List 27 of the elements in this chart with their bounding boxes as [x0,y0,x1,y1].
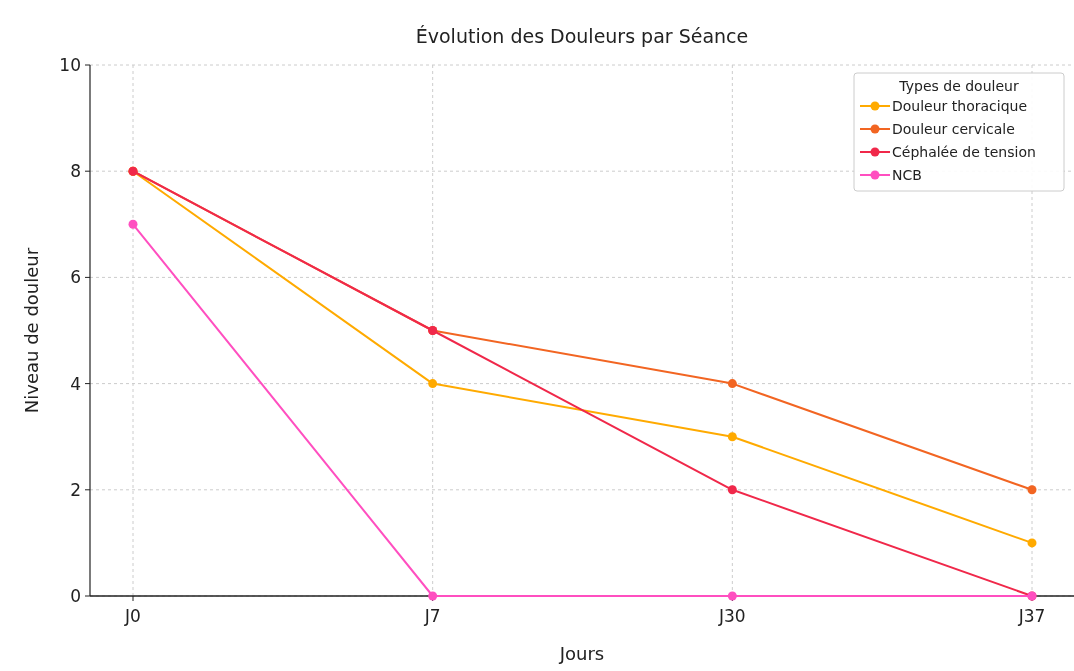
x-tick-label: J30 [718,606,746,626]
y-axis-title: Niveau de douleur [21,247,42,414]
point [1027,485,1037,495]
point [727,432,737,442]
x-tick-label: J0 [124,606,141,626]
y-tick-label: 10 [59,54,81,75]
y-tick-label: 2 [70,479,81,500]
point [727,485,737,495]
point [428,379,438,389]
x-axis-title: Jours [558,643,605,664]
legend-label: Douleur thoracique [892,97,1028,114]
legend-label: Céphalée de tension [892,143,1036,160]
x-tick-label: J37 [1017,606,1046,626]
x-tick-label: J7 [423,606,441,626]
y-tick-label: 0 [70,585,81,606]
legend-label: NCB [892,166,922,183]
chart-title: Évolution des Douleurs par Séance [415,25,749,47]
y-tick-label: 8 [70,161,81,182]
point [727,379,737,389]
point [1027,538,1037,548]
legend-label: Douleur cervicale [892,120,1015,137]
y-tick-label: 6 [70,267,81,288]
legend-title: Types de douleur [898,78,1019,94]
y-tick-label: 4 [70,373,81,394]
point [428,591,438,601]
point [727,591,737,601]
point [128,219,138,229]
